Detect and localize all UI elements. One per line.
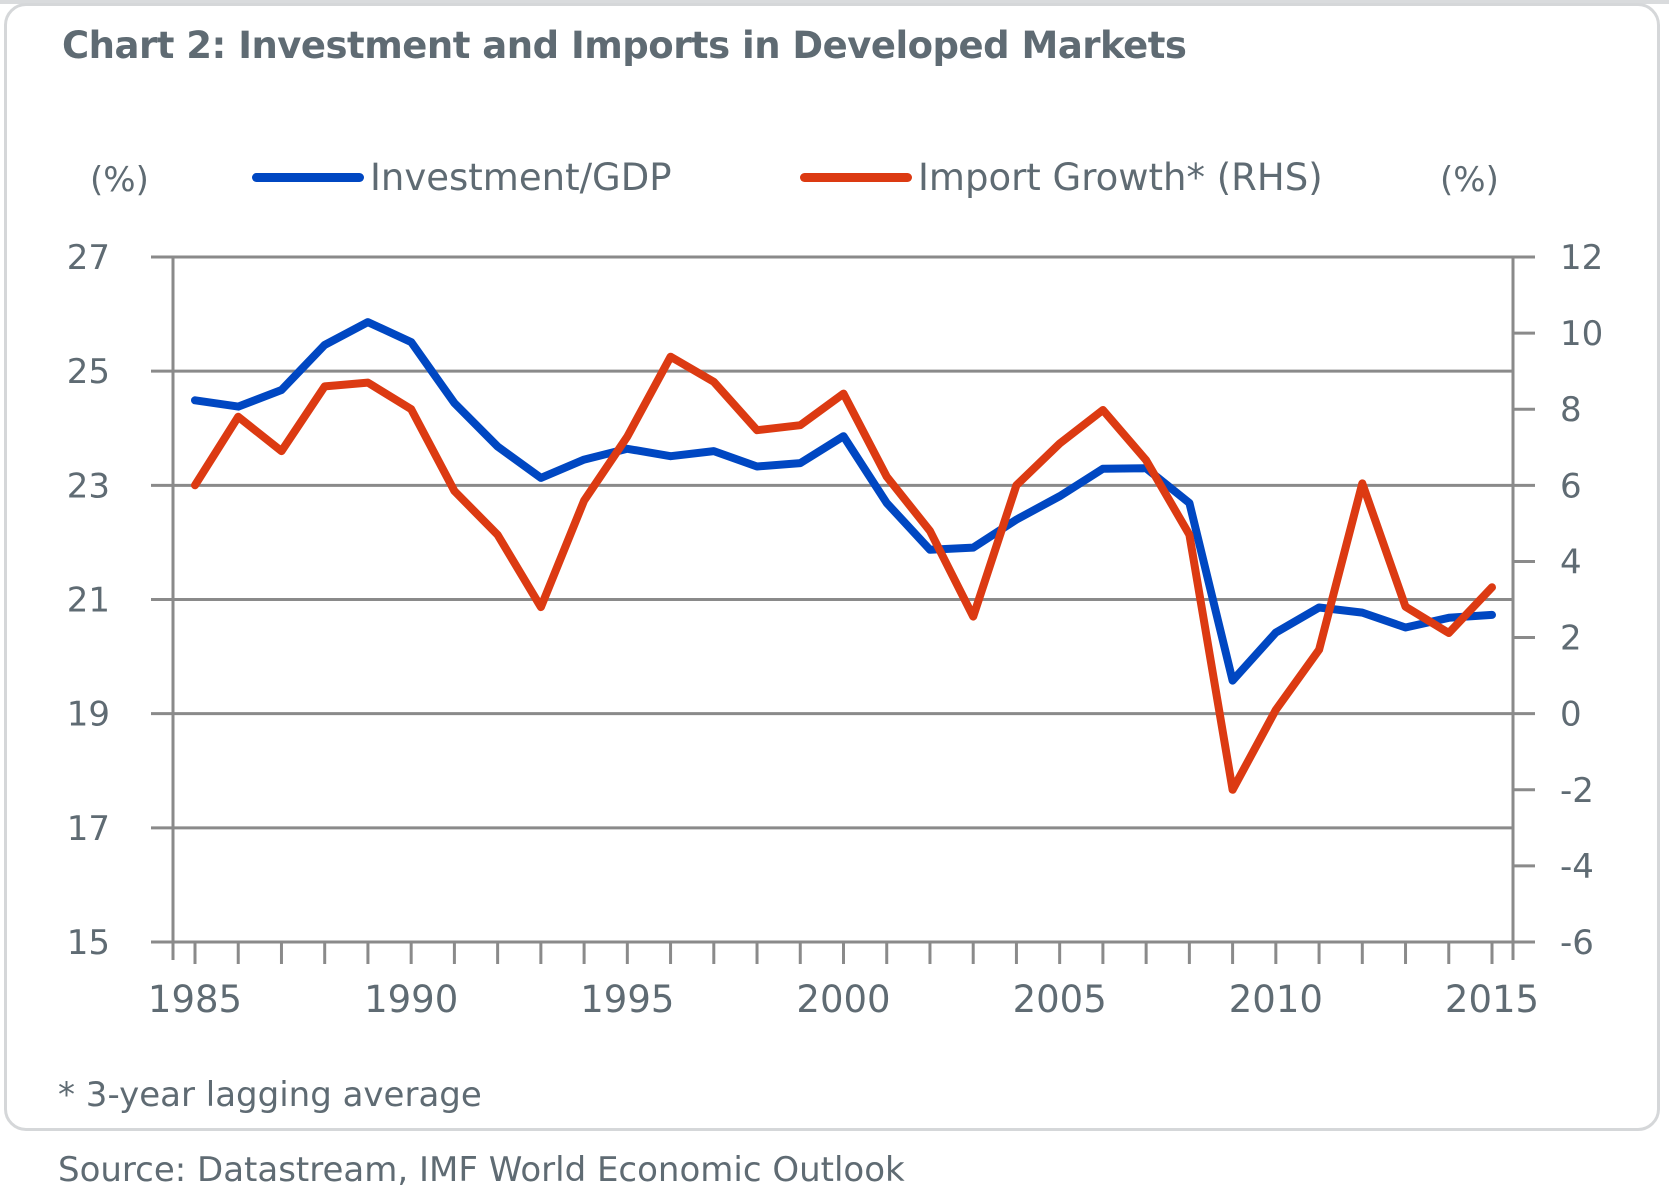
y-left-tick-label: 15 — [67, 923, 110, 963]
y-right-tick-label: 8 — [1560, 390, 1582, 430]
y-right-tick-label: -2 — [1560, 771, 1594, 811]
y-left-tick-label: 21 — [67, 581, 110, 621]
chart-title: Chart 2: Investment and Imports in Devel… — [62, 24, 1187, 67]
series-line-import-growth — [191, 352, 1496, 794]
legend-label-investment: Investment/GDP — [370, 156, 672, 199]
y-left-tick-label: 19 — [67, 695, 110, 735]
legend-item-import-growth: Import Growth* (RHS) — [800, 156, 1323, 199]
y-left-tick-label: 25 — [67, 352, 110, 392]
x-tick-label: 2000 — [796, 978, 890, 1021]
x-tick-label: 1995 — [580, 978, 674, 1021]
y-right-tick-label: -4 — [1560, 847, 1594, 887]
y-right-tick-label: 10 — [1560, 314, 1603, 354]
y-left-tick-label: 23 — [67, 466, 110, 506]
x-tick-label: 2005 — [1013, 978, 1107, 1021]
right-axis-unit: (%) — [1440, 160, 1499, 200]
legend-item-investment: Investment/GDP — [252, 156, 672, 199]
y-right-tick-label: 0 — [1560, 695, 1582, 735]
legend-swatch-investment — [252, 173, 364, 182]
legend-label-import-growth: Import Growth* (RHS) — [918, 156, 1323, 199]
left-axis-unit: (%) — [90, 160, 149, 200]
series-line-investment-gdp — [191, 318, 1496, 685]
y-left-tick-label: 17 — [67, 809, 110, 849]
y-left-tick-label: 27 — [67, 238, 110, 278]
source-note: Source: Datastream, IMF World Economic O… — [58, 1150, 905, 1190]
legend-swatch-import-growth — [800, 173, 912, 182]
y-right-tick-label: 12 — [1560, 238, 1603, 278]
top-bar — [0, 0, 1669, 4]
y-right-tick-label: 4 — [1560, 542, 1582, 582]
y-right-tick-label: 6 — [1560, 466, 1582, 506]
footnote: * 3-year lagging average — [58, 1075, 482, 1115]
x-tick-label: 1985 — [148, 978, 242, 1021]
y-right-tick-label: -6 — [1560, 923, 1594, 963]
x-tick-label: 2010 — [1229, 978, 1323, 1021]
x-tick-label: 1990 — [364, 978, 458, 1021]
y-right-tick-label: 2 — [1560, 619, 1582, 659]
x-tick-label: 2015 — [1445, 978, 1539, 1021]
